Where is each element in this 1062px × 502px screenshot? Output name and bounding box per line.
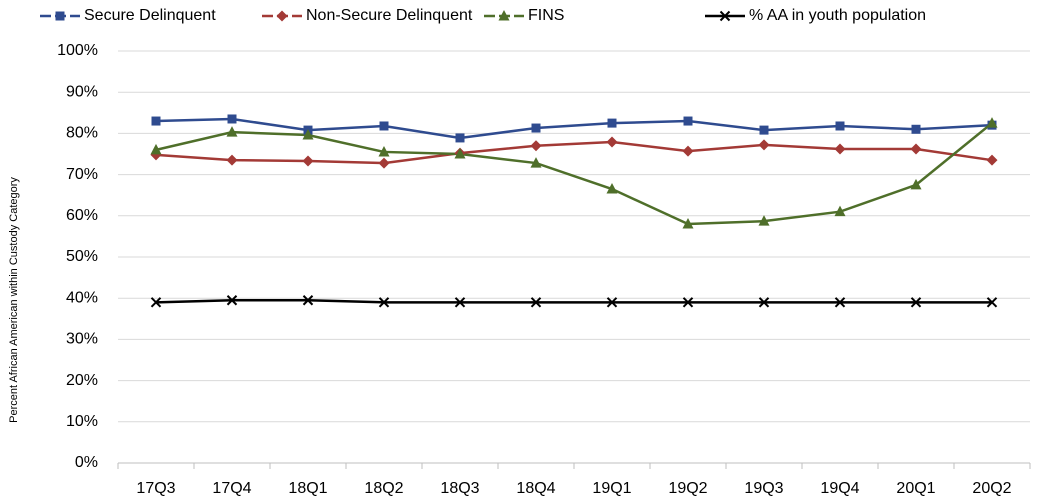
x-tick-label: 19Q4 [820,480,859,497]
data-point [226,154,238,166]
legend-marker [55,11,65,21]
data-point [986,154,998,166]
data-point [910,178,922,190]
series-line [155,299,992,304]
data-point [454,148,466,159]
data-point [758,215,770,226]
x-tick-label: 18Q3 [440,480,479,497]
data-point [150,143,162,155]
data-point [531,123,541,133]
data-point [910,297,922,308]
data-point [302,129,314,140]
y-tick-label: 20% [66,372,98,389]
data-point [834,205,846,217]
data-point [606,183,618,194]
y-tick-label: 100% [57,42,98,59]
y-tick-label: 10% [66,413,98,430]
legend-marker [498,10,510,21]
y-tick-label: 90% [66,83,98,100]
legend-label: Secure Delinquent [84,7,216,24]
legend-marker [719,10,731,22]
data-point [910,143,922,155]
y-tick-label: 30% [66,331,98,348]
data-point [986,297,998,308]
legend-label: Non-Secure Delinquent [306,7,473,24]
x-tick-label: 20Q1 [896,480,935,497]
data-point [226,295,238,306]
y-tick-label: 40% [66,289,98,306]
legend-marker [276,10,288,22]
data-point [530,297,542,308]
data-point [606,136,618,148]
data-point [530,140,542,152]
data-point [758,139,770,151]
data-point [378,297,390,308]
legend-label: % AA in youth population [749,7,926,24]
x-tick-label: 19Q2 [668,480,707,497]
data-point [302,155,314,167]
series-line [155,117,993,140]
data-point [986,117,998,128]
data-point [454,297,466,308]
x-tick-label: 18Q4 [516,480,555,497]
data-point [378,145,390,157]
data-point [530,157,542,168]
y-axis-label: Percent African American within Custody … [8,177,20,423]
data-point [606,297,618,308]
x-tick-label: 17Q4 [212,480,251,497]
y-tick-label: 80% [66,125,98,142]
x-tick-label: 17Q3 [136,480,175,497]
data-point [227,114,237,124]
x-tick-label: 19Q3 [744,480,783,497]
data-point [226,126,238,137]
data-point [911,124,921,134]
data-point [151,116,161,126]
y-tick-label: 0% [75,454,98,471]
data-point [682,145,694,157]
data-point [759,125,769,135]
data-point [758,297,770,308]
data-point [834,297,846,308]
data-point [378,157,390,169]
x-tick-label: 20Q2 [972,480,1011,497]
data-point [455,133,465,143]
y-tick-label: 50% [66,248,98,265]
y-tick-label: 60% [66,207,98,224]
data-point [302,295,314,306]
y-tick-label: 70% [66,166,98,183]
data-point [682,297,694,308]
data-point [682,218,694,229]
x-tick-label: 18Q1 [288,480,327,497]
data-point [150,297,162,308]
legend-label: FINS [528,7,564,24]
series-line [155,140,993,165]
data-point [834,143,846,155]
data-point [379,121,389,131]
data-point [835,121,845,131]
x-tick-label: 19Q1 [592,480,631,497]
data-point [607,118,617,128]
data-point [683,116,693,126]
series-line [155,122,993,226]
x-tick-label: 18Q2 [364,480,403,497]
